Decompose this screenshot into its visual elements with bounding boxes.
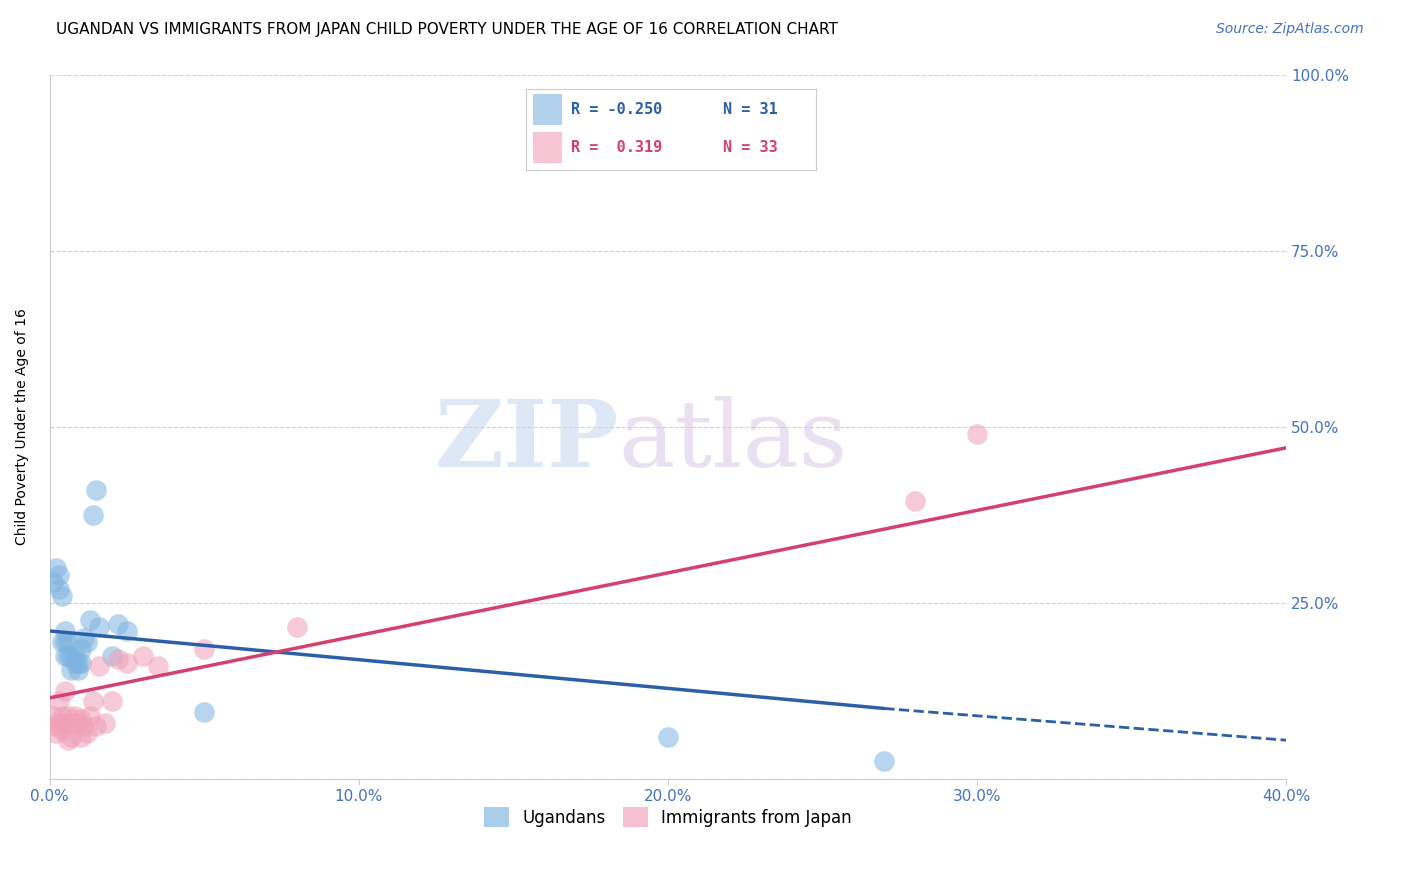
Point (51, 634, 73, 648)
Point (42, 574, 65, 589)
Point (84, 719, 107, 733)
Point (58, 634, 80, 648)
Point (66, 663, 89, 677)
Point (69, 730, 91, 744)
Point (904, 493, 927, 508)
Point (82, 508, 104, 522)
Point (58, 708, 80, 723)
Point (53, 624, 76, 638)
Point (63, 656, 86, 670)
Point (285, 620, 308, 634)
Point (107, 616, 129, 631)
Point (73, 631, 96, 645)
Point (51, 589, 73, 603)
Point (73, 719, 96, 733)
Point (45, 560, 67, 574)
Text: atlas: atlas (619, 396, 848, 486)
Point (76, 634, 98, 648)
Point (89, 659, 111, 673)
Text: ZIP: ZIP (434, 396, 619, 486)
Point (53, 634, 76, 648)
Point (60, 663, 83, 677)
Point (58, 733, 80, 747)
Point (48, 567, 70, 582)
Point (100, 694, 122, 708)
Text: UGANDAN VS IMMIGRANTS FROM JAPAN CHILD POVERTY UNDER THE AGE OF 16 CORRELATION C: UGANDAN VS IMMIGRANTS FROM JAPAN CHILD P… (56, 22, 838, 37)
Point (66, 715, 89, 730)
Point (115, 624, 138, 638)
Text: Source: ZipAtlas.com: Source: ZipAtlas.com (1216, 22, 1364, 37)
Point (51, 723, 73, 737)
Point (131, 648, 153, 663)
Point (146, 659, 169, 673)
Point (53, 648, 76, 663)
Point (79, 708, 101, 723)
Point (82, 694, 104, 708)
Point (60, 715, 83, 730)
Point (193, 641, 215, 656)
Point (58, 648, 80, 663)
Point (89, 620, 111, 634)
Point (48, 582, 70, 596)
Point (966, 426, 988, 441)
Point (53, 715, 76, 730)
Point (193, 705, 215, 719)
Point (63, 708, 86, 723)
Point (69, 641, 91, 656)
Point (48, 715, 70, 730)
Point (66, 656, 89, 670)
Point (60, 648, 83, 663)
Point (51, 708, 73, 723)
Y-axis label: Child Poverty Under the Age of 16: Child Poverty Under the Age of 16 (15, 309, 30, 545)
Point (657, 730, 679, 744)
Legend: Ugandans, Immigrants from Japan: Ugandans, Immigrants from Japan (478, 800, 858, 834)
Point (107, 652, 129, 666)
Point (79, 614, 101, 628)
Point (94, 715, 117, 730)
Point (60, 730, 83, 744)
Point (69, 712, 91, 726)
Point (115, 656, 138, 670)
Point (45, 719, 67, 733)
Point (100, 648, 122, 663)
Point (45, 726, 67, 740)
Point (63, 648, 86, 663)
Point (42, 708, 65, 723)
Point (69, 656, 91, 670)
Point (873, 754, 896, 768)
Point (48, 694, 70, 708)
Point (84, 483, 107, 497)
Point (76, 726, 98, 740)
Point (53, 684, 76, 698)
